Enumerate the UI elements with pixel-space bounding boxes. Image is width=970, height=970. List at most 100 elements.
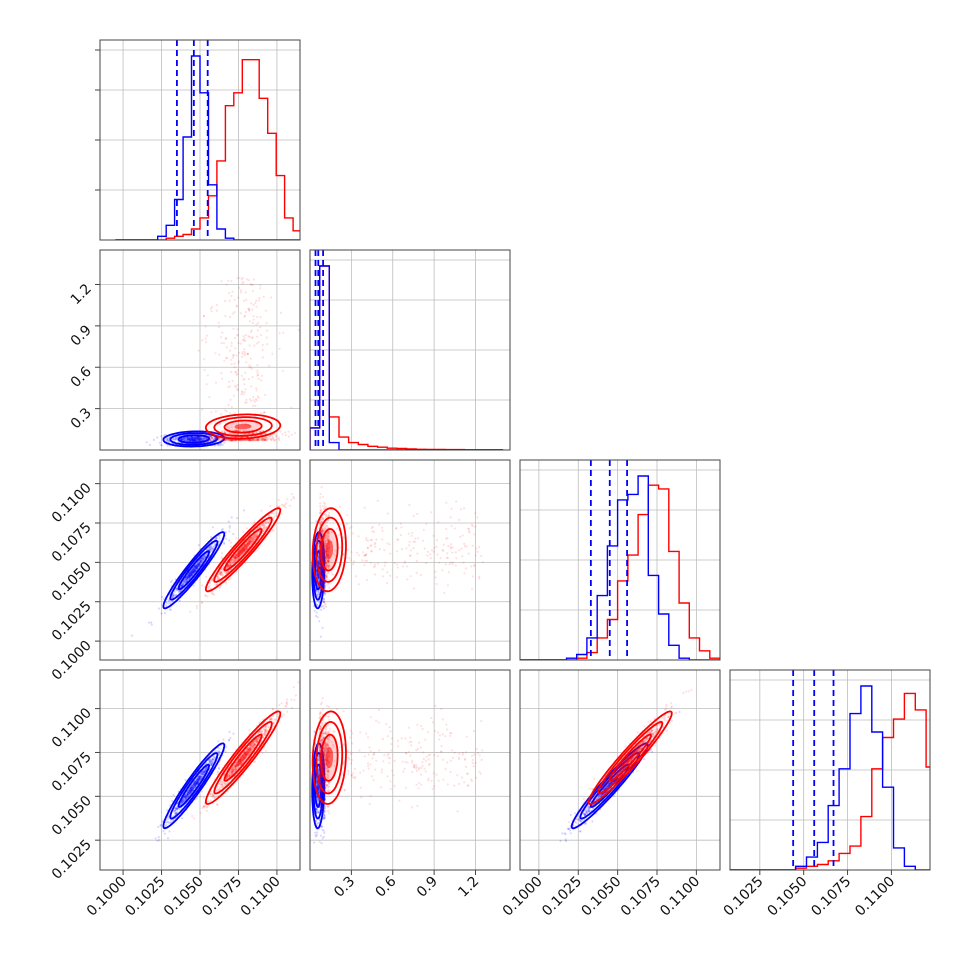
scatter-point — [239, 439, 242, 442]
scatter-point — [210, 758, 213, 761]
scatter-point — [183, 795, 186, 798]
scatter-point — [166, 837, 170, 840]
scatter-point — [322, 607, 325, 610]
scatter-point — [188, 435, 192, 439]
scatter-point — [173, 590, 176, 593]
scatter-point — [222, 738, 225, 741]
scatter-point — [592, 807, 595, 810]
scatter-point — [229, 438, 232, 442]
scatter-point — [184, 796, 187, 799]
density-core — [186, 776, 201, 796]
scatter-point — [319, 635, 322, 638]
scatter-point — [314, 831, 317, 834]
scatter-point — [181, 800, 185, 803]
scatter-point — [169, 608, 172, 611]
scatter-point — [567, 827, 570, 831]
scatter-point — [262, 438, 265, 441]
scatter-point — [169, 804, 172, 807]
scatter-point — [297, 328, 300, 331]
scatter-point — [163, 611, 167, 615]
scatter-point — [250, 367, 253, 370]
scatter-point — [252, 303, 255, 306]
scatter-point — [584, 811, 587, 814]
scatter-point — [244, 388, 247, 391]
scatter-point — [181, 817, 184, 820]
scatter-point — [583, 813, 587, 817]
scatter-point — [201, 556, 204, 559]
scatter-point — [185, 795, 188, 798]
scatter-point — [248, 307, 251, 310]
scatter-point — [182, 582, 185, 585]
scatter-point — [315, 808, 319, 811]
scatter-point — [200, 438, 203, 441]
scatter-point — [265, 336, 268, 339]
density-fill — [178, 764, 210, 807]
scatter-point — [225, 438, 228, 441]
scatter-point — [184, 795, 188, 798]
scatter-point — [236, 429, 239, 432]
scatter-point — [204, 325, 207, 328]
scatter-point — [182, 581, 185, 584]
contour-line — [311, 531, 326, 610]
scatter-point — [213, 543, 217, 546]
scatter-point — [227, 291, 231, 295]
scatter-point — [277, 436, 281, 439]
scatter-point — [208, 548, 211, 551]
scatter-point — [218, 353, 221, 356]
scatter-point — [211, 762, 214, 766]
scatter-point — [163, 832, 166, 835]
scatter-point — [255, 299, 258, 302]
scatter-point — [315, 833, 318, 836]
scatter-point — [210, 431, 213, 434]
scatter-point — [165, 439, 169, 442]
scatter-point — [208, 546, 212, 549]
scatter-point — [208, 762, 211, 765]
scatter-point — [230, 439, 233, 442]
scatter-point — [222, 438, 225, 441]
scatter-point — [255, 342, 259, 345]
scatter-point — [279, 430, 282, 433]
scatter-point — [569, 832, 572, 835]
scatter-point — [251, 289, 254, 293]
scatter-point — [243, 383, 246, 386]
scatter-point — [251, 438, 254, 441]
scatter-point — [184, 796, 187, 799]
scatter-point — [200, 772, 203, 775]
scatter-point — [221, 377, 224, 380]
scatter-point — [173, 809, 176, 812]
scatter-point — [182, 438, 185, 442]
scatter-point — [180, 438, 183, 441]
scatter-point — [216, 749, 219, 753]
scatter-point — [260, 439, 263, 442]
scatter-point — [583, 813, 586, 816]
scatter-point — [234, 439, 237, 442]
scatter-point — [585, 809, 588, 812]
scatter-point — [642, 758, 646, 761]
scatter-point — [214, 438, 217, 441]
scatter-point — [258, 438, 261, 441]
scatter-point — [201, 770, 204, 773]
scatter-point — [247, 307, 250, 310]
scatter-point — [242, 378, 245, 381]
scatter-point — [240, 374, 243, 377]
scatter-point — [200, 436, 203, 440]
scatter-point — [185, 575, 188, 579]
scatter-point — [180, 801, 183, 805]
scatter-point — [202, 558, 205, 561]
scatter-point — [243, 433, 246, 436]
scatter-point — [220, 442, 223, 445]
scatter-point — [200, 561, 203, 564]
scatter-point — [320, 825, 323, 828]
scatter-point — [216, 444, 219, 447]
scatter-point — [174, 809, 177, 812]
scatter-point — [241, 391, 244, 394]
scatter-point — [257, 373, 260, 376]
scatter-point — [172, 819, 175, 822]
scatter-point — [213, 438, 216, 441]
scatter-point — [235, 305, 238, 308]
scatter-point — [250, 439, 253, 442]
scatter-point — [322, 829, 325, 832]
scatter-point — [200, 775, 203, 778]
scatter-point — [220, 280, 223, 283]
scatter-point — [323, 817, 326, 820]
